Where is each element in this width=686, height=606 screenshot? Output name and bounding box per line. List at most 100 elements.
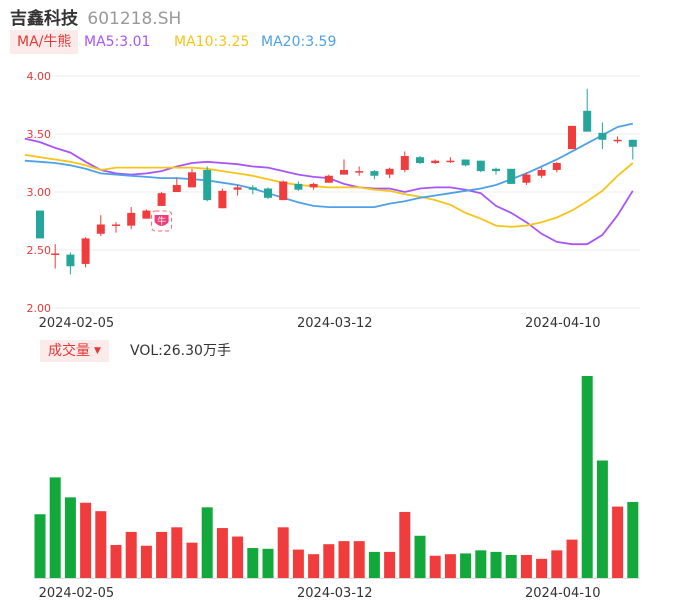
candle [446,157,455,163]
candle [294,181,303,191]
volume-bar [338,541,350,578]
volume-bar [308,554,320,578]
candle [172,178,181,192]
volume-bar [566,539,578,578]
candle [51,244,60,269]
candle-body [36,210,44,239]
volume-bar [292,549,304,578]
candle-body [598,132,607,140]
candle-body [628,139,637,147]
price-grid [54,75,640,309]
ma-indicator-tab[interactable]: MA/牛熊 [10,30,79,54]
date-tick-label: 2024-03-12 [297,316,373,331]
volume-bar [156,531,168,578]
volume-value: VOL:26.30万手 [130,343,231,359]
triangle-down-icon: ▼ [94,346,101,356]
candle-body [552,163,561,170]
volume-date-tick-label: 2024-04-10 [525,586,601,601]
candle-body [431,160,440,163]
candle-body [355,171,364,173]
candle [385,167,394,179]
candle-body [583,110,592,132]
volume-bar [414,535,426,578]
stock-code: 601218.SH [87,9,182,29]
volume-indicator-tab[interactable]: 成交量 ▼ [40,340,109,362]
candle-body [446,160,455,163]
price-axis: 2.00 2.50 3.00 3.50 4.00 2024-02-05 2024-03-12… [27,70,601,331]
candle-body [203,169,212,201]
volume-bar [262,548,274,578]
candle [492,167,500,175]
candle-body [172,185,181,192]
candle [613,136,622,144]
bull-badge: 牛 [151,210,173,232]
candle-body [461,159,470,166]
candle-body [492,168,500,172]
volume-bar [581,376,593,578]
candle-body [324,175,333,183]
candle [233,185,242,196]
volume-bar [612,506,624,578]
candle [537,167,546,179]
candle [203,166,212,202]
candle [279,180,288,201]
candle-body [66,254,75,267]
candle-body [127,212,136,226]
candle [340,159,348,175]
ma20-label: MA20:3.59 [261,34,337,50]
volume-bar [171,527,183,578]
date-tick-label: 2024-02-05 [39,316,115,331]
candle [431,159,440,165]
candle [218,188,227,209]
volume-bar [490,551,502,578]
volume-bar [353,541,365,578]
candle [142,209,151,219]
badge-frame [151,210,173,232]
candle [522,172,531,186]
candle-body [157,193,166,206]
volume-bar [140,545,152,578]
volume-date-tick-label: 2024-03-12 [297,586,373,601]
candle [66,252,75,275]
candle-body [370,171,379,176]
candle [248,185,257,195]
volume-bar [475,550,487,578]
volume-bar [460,553,472,578]
candle [628,139,637,160]
candle [36,210,44,239]
candle-body [81,238,90,264]
volume-date-tick-label: 2024-02-05 [39,586,115,601]
ma5-label: MA5:3.01 [84,34,151,50]
volume-bar [110,544,122,578]
volume-bar [429,555,441,578]
volume-bar [95,511,107,578]
candle-body [537,169,546,176]
candle-body [142,210,151,219]
candle [81,237,90,268]
candle-body [568,125,576,150]
candle [568,125,576,150]
candle [355,166,364,176]
volume-bar [536,558,548,578]
candle-body [507,168,516,184]
candle-body [51,253,60,255]
candle [416,156,424,165]
ma10-label: MA10:3.25 [174,34,250,50]
candle [264,187,272,199]
price-tick-label: 3.00 [27,186,52,199]
candle [598,122,607,150]
candle-body [613,139,622,142]
candle [324,174,333,183]
candle-body [309,183,318,188]
candle-body [416,157,424,163]
stock-name: 吉鑫科技 [10,9,78,29]
candle-body [279,181,288,201]
candle [507,168,516,184]
date-tick-label: 2024-04-10 [525,316,601,331]
price-tick-label: 4.00 [27,70,52,83]
candle [127,207,136,230]
volume-bar [520,554,532,578]
volume-bar [49,477,61,578]
ma10-line [24,154,634,228]
candlesticks [36,88,637,275]
